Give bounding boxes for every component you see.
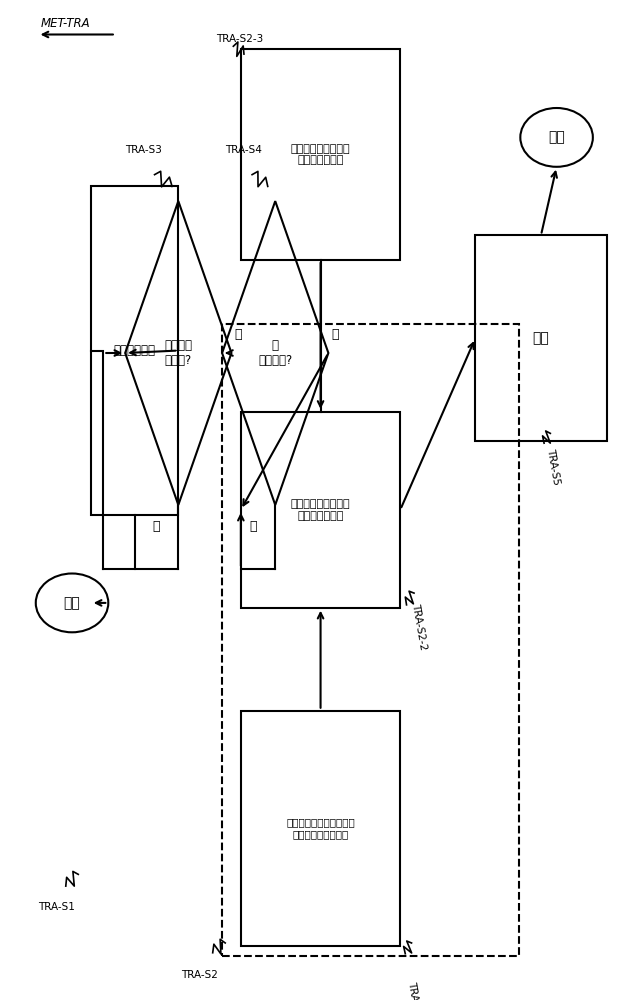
Text: TRA-S2: TRA-S2 bbox=[181, 970, 218, 980]
Text: 否: 否 bbox=[249, 520, 257, 533]
Text: 协商传输参数: 协商传输参数 bbox=[114, 344, 156, 357]
Text: 结束: 结束 bbox=[548, 130, 565, 144]
Text: TRA-S2-1: TRA-S2-1 bbox=[406, 980, 424, 1000]
Bar bbox=[91, 186, 179, 515]
Bar bbox=[241, 412, 400, 608]
Bar bbox=[222, 324, 519, 956]
Bar bbox=[241, 711, 400, 946]
Text: TRA-S1: TRA-S1 bbox=[38, 902, 75, 912]
Text: TRA-S3: TRA-S3 bbox=[125, 145, 162, 155]
Text: 传输: 传输 bbox=[533, 331, 549, 345]
Bar bbox=[241, 49, 400, 260]
Text: 否: 否 bbox=[152, 520, 160, 533]
Text: 将数据分配给分立的
无线电资源单元: 将数据分配给分立的 无线电资源单元 bbox=[291, 144, 350, 165]
Text: 用于传输
的数据?: 用于传输 的数据? bbox=[165, 339, 192, 367]
Text: 开始: 开始 bbox=[64, 596, 80, 610]
Text: TRA-S5: TRA-S5 bbox=[545, 448, 561, 486]
Text: TRA-S4: TRA-S4 bbox=[225, 145, 262, 155]
Text: 将预定义的参考信号分配
给无线电资源单元组: 将预定义的参考信号分配 给无线电资源单元组 bbox=[286, 818, 355, 839]
Bar bbox=[475, 235, 607, 441]
Text: 是: 是 bbox=[332, 328, 339, 341]
Text: TRA-S2-2: TRA-S2-2 bbox=[410, 603, 427, 651]
Text: 否
初始校准?: 否 初始校准? bbox=[258, 339, 292, 367]
Text: TRA-S2-3: TRA-S2-3 bbox=[216, 34, 263, 44]
Text: 将数据分配给同一组
无线电资源单元: 将数据分配给同一组 无线电资源单元 bbox=[291, 499, 350, 521]
Text: 是: 是 bbox=[235, 328, 242, 341]
Text: MET-TRA: MET-TRA bbox=[41, 17, 91, 30]
